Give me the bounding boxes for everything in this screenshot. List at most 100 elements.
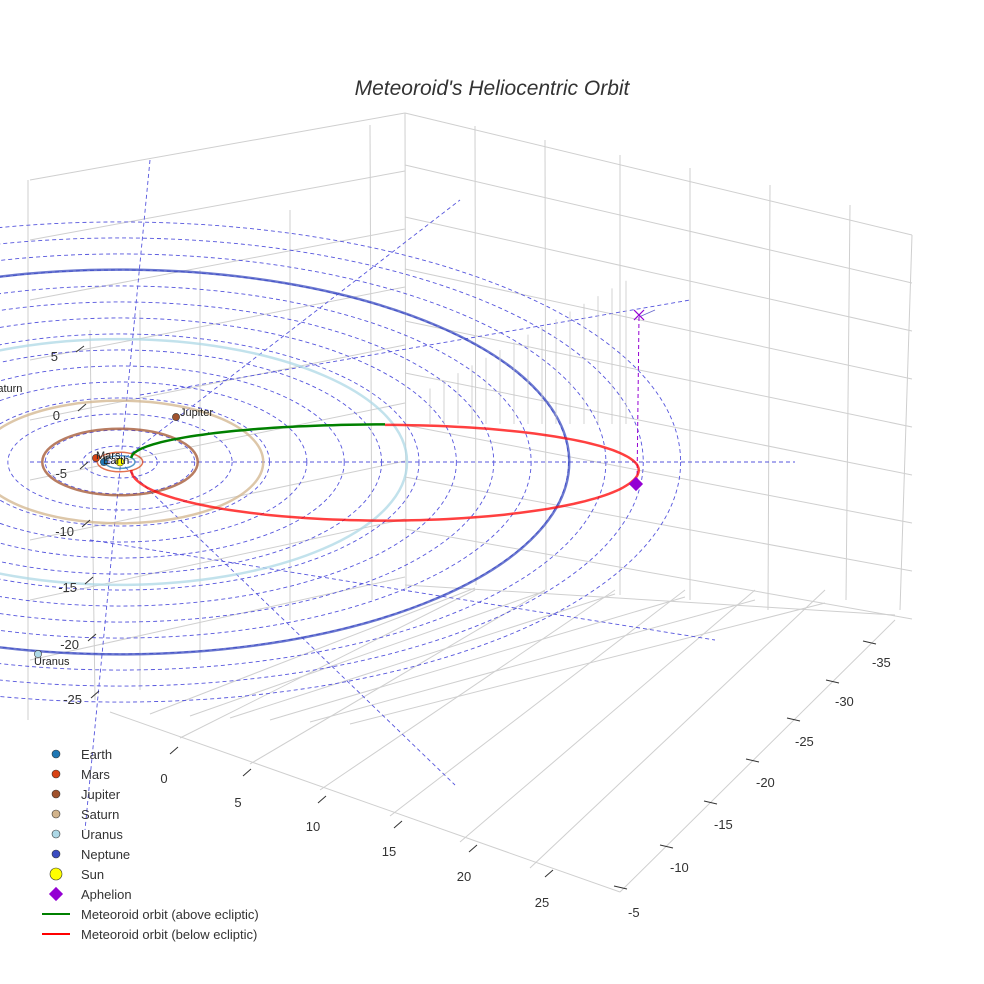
y-tick-mark xyxy=(786,717,801,722)
meteoroid-orbit xyxy=(130,423,640,522)
x-tick-mark xyxy=(317,795,327,804)
y-tick-label: -15 xyxy=(714,817,733,832)
x-tick-label: 25 xyxy=(535,895,549,910)
grid-line xyxy=(619,619,896,893)
orbit-uranus xyxy=(0,337,409,587)
y-tick-mark xyxy=(703,800,718,805)
legend-marker-neptune xyxy=(51,849,61,859)
grid-line xyxy=(529,589,826,869)
orbit-jupiter xyxy=(41,427,199,497)
grid-layer xyxy=(27,112,913,893)
z-tick-label: -20 xyxy=(60,637,79,652)
sun-marker xyxy=(115,457,125,467)
aphelion-connector xyxy=(638,309,656,318)
grid-line xyxy=(29,576,406,661)
legend-marker-sun xyxy=(49,867,63,881)
planet-label-earth: Earth xyxy=(103,455,129,467)
x-tick-mark xyxy=(242,768,252,777)
grid-line xyxy=(404,268,913,380)
planet-marker-mars xyxy=(92,454,100,462)
legend-marker-uranus xyxy=(51,829,61,839)
legend-marker-saturn xyxy=(51,809,61,819)
z-tick-mark xyxy=(84,576,94,585)
grid-line xyxy=(249,589,546,765)
z-tick-label: -15 xyxy=(58,580,77,595)
grid-line xyxy=(29,344,406,421)
grid-line xyxy=(459,589,756,843)
grid-line xyxy=(179,589,476,739)
planet-label-mars: Mars xyxy=(96,450,121,462)
orbit-mars xyxy=(96,451,144,473)
reference-ring xyxy=(0,365,345,559)
grid-line xyxy=(269,596,686,721)
legend-marker-jupiter xyxy=(51,789,61,799)
x-tick-mark xyxy=(393,820,403,829)
reference-ring xyxy=(0,221,681,703)
reference-ring xyxy=(0,285,532,639)
grid-line xyxy=(149,587,476,715)
planet-orbits xyxy=(0,268,571,656)
x-tick-mark xyxy=(468,844,478,853)
orbit-saturn xyxy=(0,399,265,525)
z-tick-label: -25 xyxy=(63,692,82,707)
grid-line xyxy=(109,711,621,893)
x-tick-mark xyxy=(169,746,179,755)
orbit-neptune xyxy=(0,268,571,656)
x-tick-label: 10 xyxy=(306,819,320,834)
z-tick-label: 5 xyxy=(51,349,58,364)
grid-line xyxy=(389,589,686,817)
y-tick-mark xyxy=(745,758,760,763)
y-tick-label: -25 xyxy=(795,734,814,749)
planet-marker-jupiter xyxy=(172,413,180,421)
grid-line xyxy=(369,124,373,601)
legend-marker-earth xyxy=(51,749,61,759)
grid-line xyxy=(89,329,96,701)
x-tick-label: 0 xyxy=(160,771,167,786)
meteoroid-orbit-below xyxy=(130,423,640,522)
grid-line xyxy=(404,320,913,428)
markers xyxy=(34,309,645,658)
aphelion-drop-line xyxy=(636,316,640,485)
meteoroid-orbit-above xyxy=(130,423,385,459)
grid-line xyxy=(404,476,913,572)
planet-label-uranus: Uranus xyxy=(34,656,70,668)
grid-line xyxy=(29,402,406,481)
grid-line xyxy=(29,228,406,301)
grid-line xyxy=(845,204,851,601)
y-tick-label: -35 xyxy=(872,655,891,670)
grid-line xyxy=(404,112,407,591)
z-tick-mark xyxy=(75,345,85,353)
z-tick-mark xyxy=(87,633,97,642)
y-tick-label: -10 xyxy=(670,860,689,875)
aphelion-projection-marker xyxy=(633,309,645,321)
reference-spoke xyxy=(89,539,716,641)
legend-label-above-ecliptic: Meteoroid orbit (above ecliptic) xyxy=(81,907,259,922)
grid-line xyxy=(899,234,913,611)
planet-marker-uranus xyxy=(34,650,42,658)
z-tick-mark xyxy=(81,519,91,528)
z-tick-label: -5 xyxy=(55,466,67,481)
aphelion-marker xyxy=(628,476,644,492)
grid-line xyxy=(29,170,406,241)
legend-marker-mars xyxy=(51,769,61,779)
legend-label-earth: Earth xyxy=(81,747,112,762)
grid-line xyxy=(189,590,546,717)
z-tick-mark xyxy=(90,690,100,699)
reference-ring xyxy=(0,333,420,591)
grid-line xyxy=(544,139,547,591)
grid-line xyxy=(309,599,756,723)
grid-line xyxy=(29,518,406,601)
legend-label-saturn: Saturn xyxy=(81,807,119,822)
y-tick-label: -20 xyxy=(756,775,775,790)
grid-line xyxy=(404,584,896,616)
planet-label-saturn: Saturn xyxy=(0,383,22,395)
reference-ring xyxy=(0,317,457,607)
legend: Earth Mars Jupiter Saturn Uranus Neptune… xyxy=(42,747,259,942)
z-tick-label: 0 xyxy=(53,408,60,423)
legend-label-neptune: Neptune xyxy=(81,847,130,862)
grid-line xyxy=(474,125,477,586)
axis-ticks: 5 0 -5 -10 -15 -20 -25 0 5 10 15 20 25 -… xyxy=(51,345,891,920)
grid-line xyxy=(404,528,913,620)
x-tick-mark xyxy=(544,869,554,878)
